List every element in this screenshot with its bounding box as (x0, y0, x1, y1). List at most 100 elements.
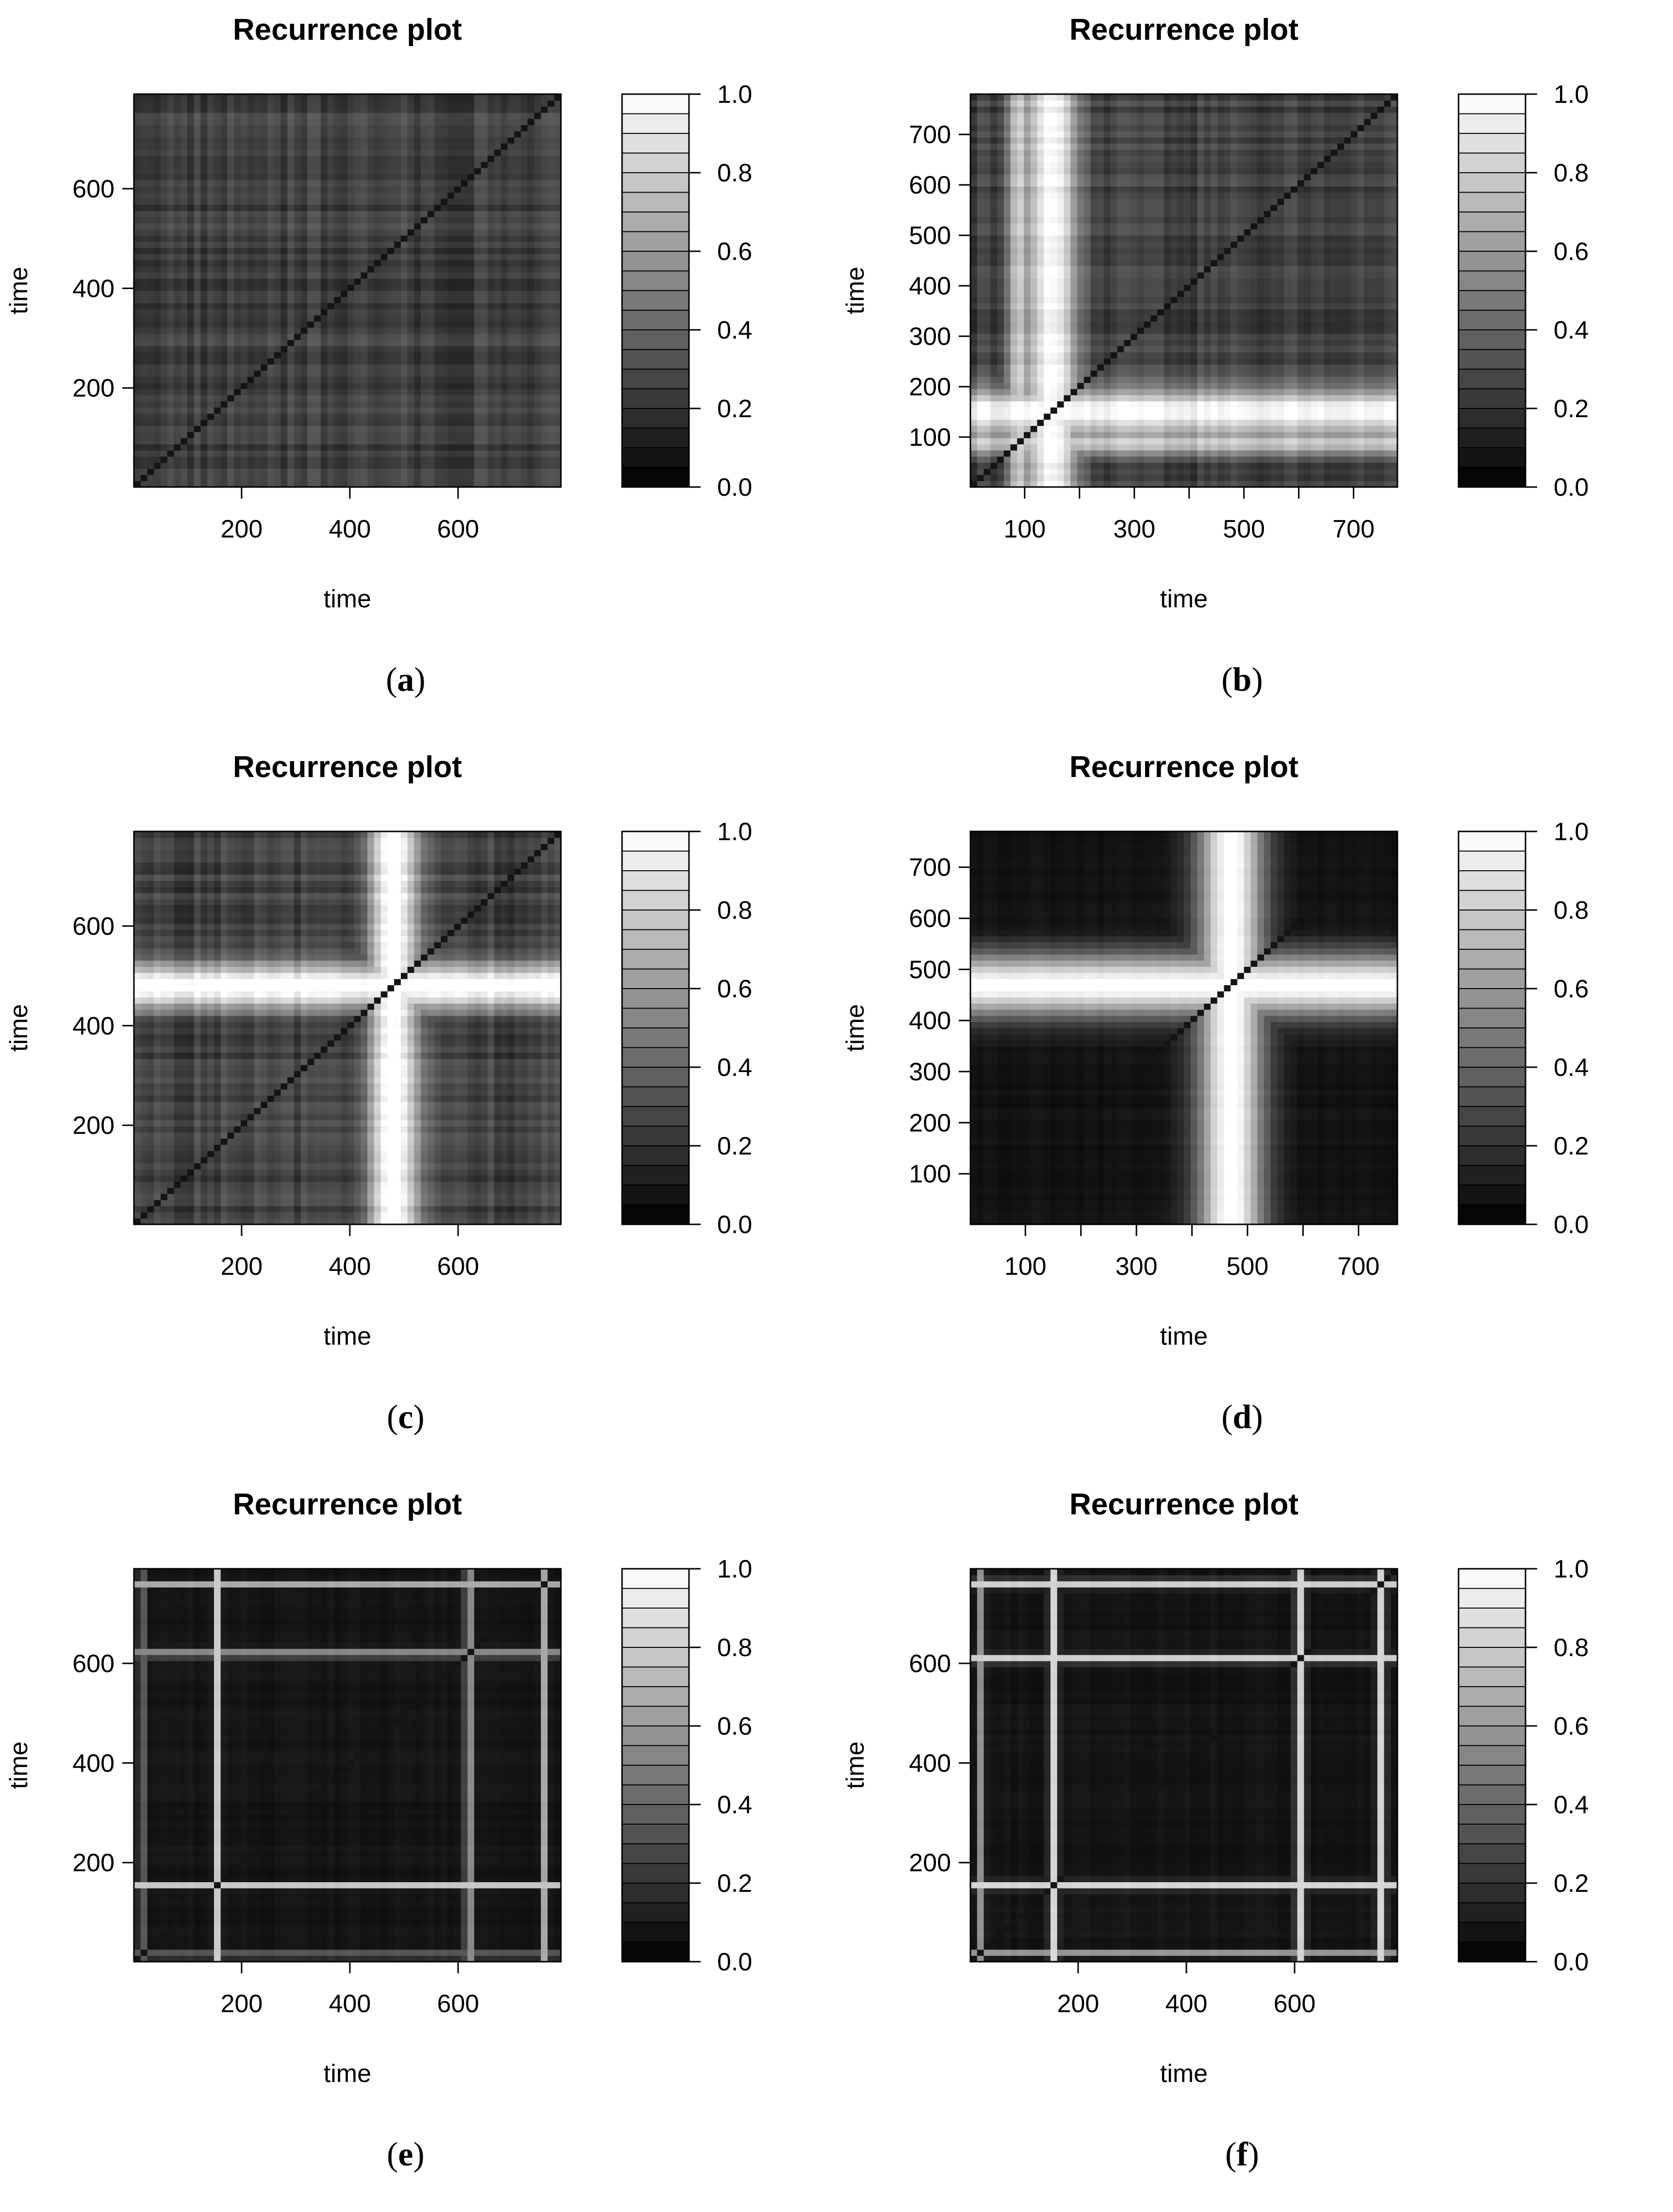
heatmap-cell (401, 193, 408, 199)
heatmap-cell (261, 223, 267, 229)
heatmap-cell (234, 309, 241, 315)
heatmap-cell (234, 272, 241, 278)
heatmap-cell (167, 272, 174, 278)
heatmap-cell (447, 254, 454, 260)
heatmap-cell (308, 358, 314, 364)
heatmap-cell (1371, 456, 1378, 463)
heatmap-cell (1184, 420, 1191, 426)
heatmap-cell (287, 162, 294, 168)
heatmap-cell (301, 211, 308, 217)
heatmap-cell (461, 383, 468, 389)
heatmap-cell (281, 266, 288, 272)
heatmap-cell (1017, 469, 1024, 475)
heatmap-cell (154, 315, 161, 322)
heatmap-cell (180, 137, 187, 144)
heatmap-cell (541, 284, 548, 291)
heatmap-cell (1171, 425, 1178, 432)
heatmap-cell (508, 217, 514, 223)
heatmap-cell (388, 456, 394, 463)
heatmap-cell (414, 119, 421, 125)
heatmap-cell (361, 321, 368, 327)
heatmap-cell (228, 364, 234, 371)
heatmap-cell (167, 376, 174, 383)
heatmap-cell (174, 278, 181, 285)
heatmap-cell (187, 438, 194, 444)
heatmap-cell (421, 266, 427, 272)
heatmap-cell (1031, 438, 1037, 444)
heatmap-cell (381, 198, 388, 205)
heatmap-cell (287, 272, 294, 278)
heatmap-cell (541, 462, 548, 469)
heatmap-cell (414, 340, 421, 346)
heatmap-cell (247, 143, 254, 149)
heatmap-cell (1351, 462, 1358, 469)
heatmap-cell (221, 303, 228, 309)
heatmap-cell (997, 407, 1004, 413)
heatmap-cell (154, 235, 161, 242)
heatmap-cell (1144, 413, 1151, 420)
heatmap-cell (321, 266, 328, 272)
heatmap-cell (134, 137, 141, 144)
heatmap-cell (408, 205, 414, 211)
heatmap-cell (1117, 475, 1124, 481)
heatmap-cell (1284, 469, 1291, 475)
heatmap-cell (541, 94, 548, 100)
heatmap-cell (134, 321, 141, 327)
heatmap-cell (221, 371, 228, 377)
heatmap-cell (408, 247, 414, 254)
heatmap-cell (534, 469, 541, 475)
heatmap-cell (228, 352, 234, 358)
heatmap-cell (274, 198, 281, 205)
heatmap-cell (294, 297, 301, 303)
heatmap-cell (367, 254, 374, 260)
heatmap-cell (401, 444, 408, 450)
heatmap-cell (247, 242, 254, 248)
heatmap-cell (354, 119, 361, 125)
heatmap-cell (977, 469, 984, 475)
heatmap-cell (541, 100, 548, 107)
heatmap-cell (228, 383, 234, 389)
heatmap-cell (254, 223, 261, 229)
heatmap-cell (201, 217, 208, 223)
heatmap-cell (267, 456, 274, 463)
heatmap-cell (234, 125, 241, 131)
heatmap-cell (161, 469, 167, 475)
heatmap-cell (1284, 407, 1291, 413)
heatmap-cell (287, 303, 294, 309)
heatmap-cell (134, 346, 141, 352)
heatmap-cell (1150, 432, 1157, 438)
heatmap-cell (541, 186, 548, 193)
heatmap-cell (328, 149, 334, 156)
heatmap-cell (548, 395, 555, 401)
heatmap-cell (1371, 407, 1378, 413)
heatmap-cell (214, 223, 221, 229)
heatmap-cell (494, 425, 501, 432)
heatmap-cell (1117, 444, 1124, 450)
heatmap-cell (388, 247, 394, 254)
heatmap-cell (148, 340, 154, 346)
heatmap-cell (501, 462, 508, 469)
heatmap-cell (468, 321, 475, 327)
heatmap-cell (134, 278, 141, 285)
heatmap-cell (1144, 407, 1151, 413)
heatmap-cell (214, 198, 221, 205)
heatmap-cell (314, 94, 321, 100)
heatmap-cell (294, 217, 301, 223)
heatmap-cell (207, 235, 214, 242)
heatmap-cell (421, 364, 427, 371)
heatmap-cell (508, 272, 514, 278)
heatmap-cell (308, 272, 314, 278)
heatmap-cell (501, 352, 508, 358)
heatmap-cell (527, 334, 534, 340)
heatmap-cell (427, 137, 434, 144)
heatmap-cell (521, 340, 528, 346)
heatmap-cell (221, 383, 228, 389)
heatmap-cell (347, 327, 354, 334)
heatmap-cell (134, 106, 141, 113)
heatmap-cell (134, 100, 141, 107)
heatmap-cell (194, 137, 201, 144)
heatmap-cell (374, 395, 381, 401)
heatmap-cell (1317, 413, 1324, 420)
heatmap-cell (548, 137, 555, 144)
heatmap-cell (334, 149, 341, 156)
